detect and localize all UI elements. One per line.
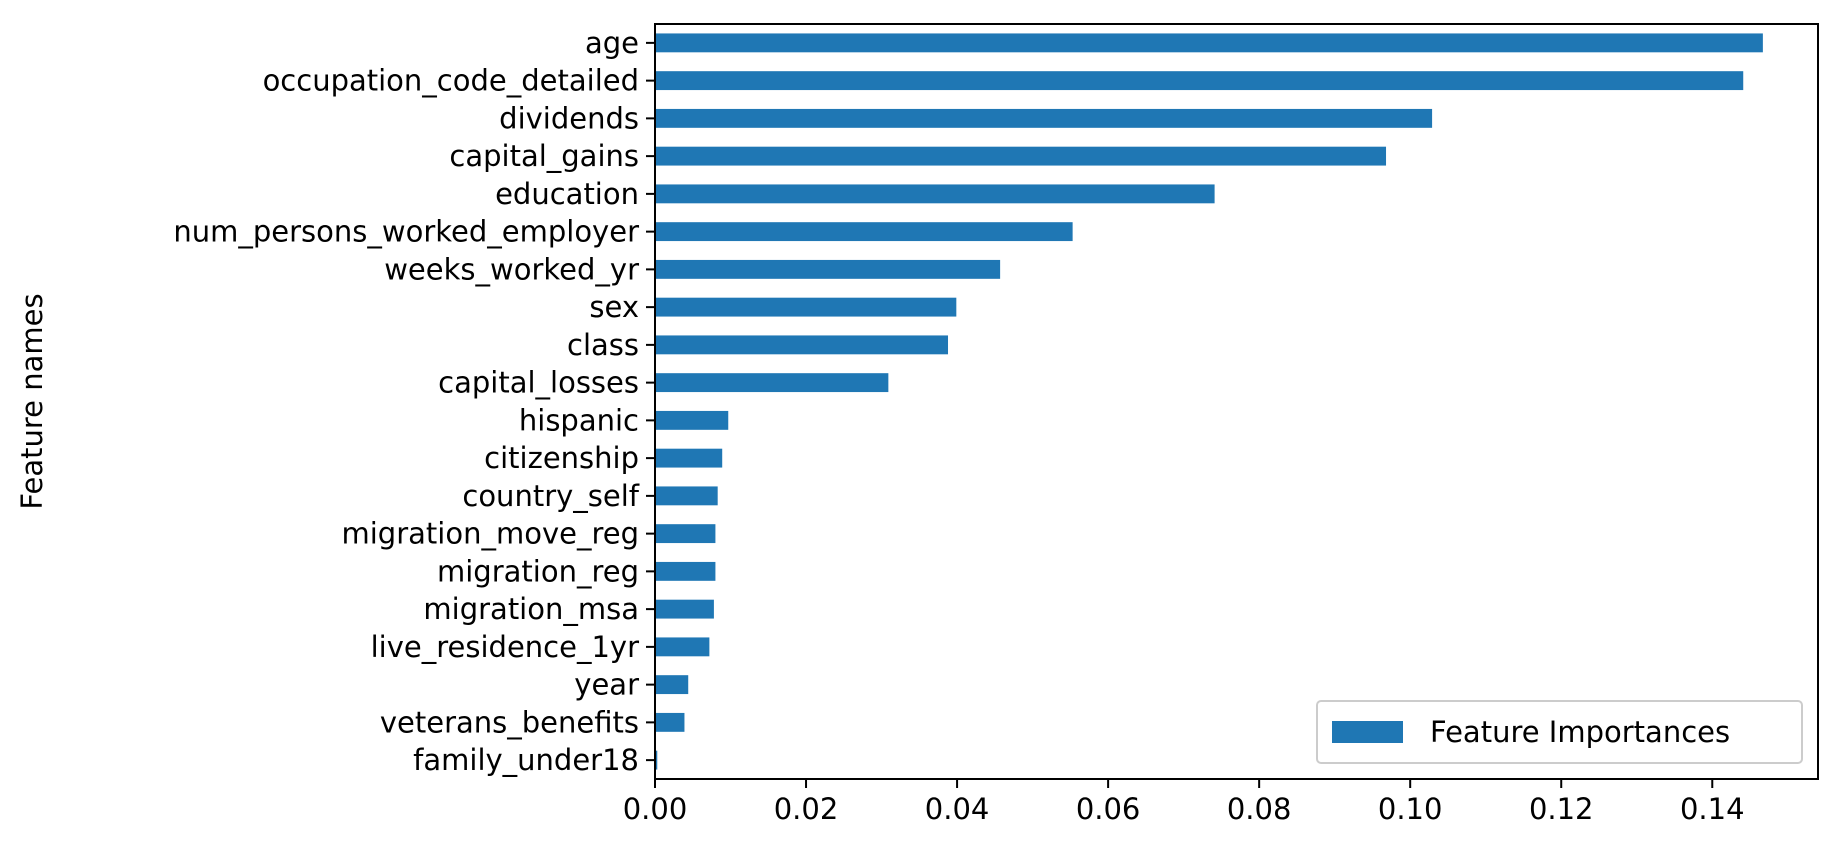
bar-weeks-worked-yr (655, 259, 1001, 279)
bar-veterans-benefits (655, 712, 685, 732)
bar-migration-msa (655, 599, 714, 619)
x-axis-ticks: 0.00 0.02 0.04 0.06 0.08 0.10 0.12 0.14 (623, 779, 1745, 826)
bar-class (655, 335, 949, 355)
legend-box (1316, 700, 1803, 764)
bar-live-residence-1yr (655, 637, 710, 657)
x-tick-label: 0.02 (774, 792, 839, 826)
x-tick-label: 0.12 (1529, 792, 1594, 826)
category-label: migration_move_reg (342, 517, 640, 551)
legend-label: Feature Importances (1430, 715, 1730, 749)
bar-hispanic (655, 410, 729, 430)
category-label: num_persons_worked_employer (173, 215, 639, 249)
bar-sex (655, 297, 957, 317)
legend: Feature Importances (1316, 700, 1803, 764)
bar-year (655, 675, 689, 695)
bar-migration-reg (655, 561, 716, 581)
category-label: migration_reg (437, 554, 639, 588)
x-tick-label: 0.14 (1680, 792, 1745, 826)
category-label: dividends (499, 101, 639, 135)
bar-occupation-code-detailed (655, 71, 1744, 91)
bar-capital-losses (655, 373, 889, 393)
bar-capital-gains (655, 146, 1387, 166)
category-label: age (585, 26, 639, 60)
category-label: country_self (462, 479, 639, 513)
bars-layer (655, 33, 1763, 770)
category-label: weeks_worked_yr (384, 252, 639, 286)
bar-education (655, 184, 1215, 204)
x-tick-label: 0.00 (623, 792, 688, 826)
category-label: sex (589, 290, 639, 324)
category-label: capital_losses (438, 366, 639, 400)
bar-migration-move-reg (655, 524, 716, 544)
plot-frame (654, 23, 1819, 780)
x-tick-label: 0.04 (925, 792, 990, 826)
y-axis-label: Feature names (15, 293, 49, 509)
x-tick-label: 0.10 (1378, 792, 1443, 826)
category-label: migration_msa (423, 592, 639, 626)
category-label: class (567, 328, 639, 362)
bar-age (655, 33, 1763, 53)
bar-family-under18 (655, 750, 658, 770)
bar-country-self (655, 486, 718, 506)
category-label: family_under18 (413, 743, 639, 777)
category-label: capital_gains (449, 139, 639, 173)
x-tick-label: 0.06 (1076, 792, 1141, 826)
x-tick-label: 0.08 (1227, 792, 1292, 826)
legend-swatch (1332, 721, 1403, 743)
bar-num-persons-worked-employer (655, 222, 1073, 242)
category-label: education (495, 177, 639, 211)
bar-dividends (655, 108, 1433, 128)
category-label: veterans_benefits (380, 705, 639, 739)
category-label: live_residence_1yr (371, 630, 639, 664)
category-label: year (574, 668, 639, 702)
bar-citizenship (655, 448, 723, 468)
category-label: occupation_code_detailed (263, 64, 639, 98)
category-label: citizenship (484, 441, 639, 475)
category-label: hispanic (519, 403, 639, 437)
